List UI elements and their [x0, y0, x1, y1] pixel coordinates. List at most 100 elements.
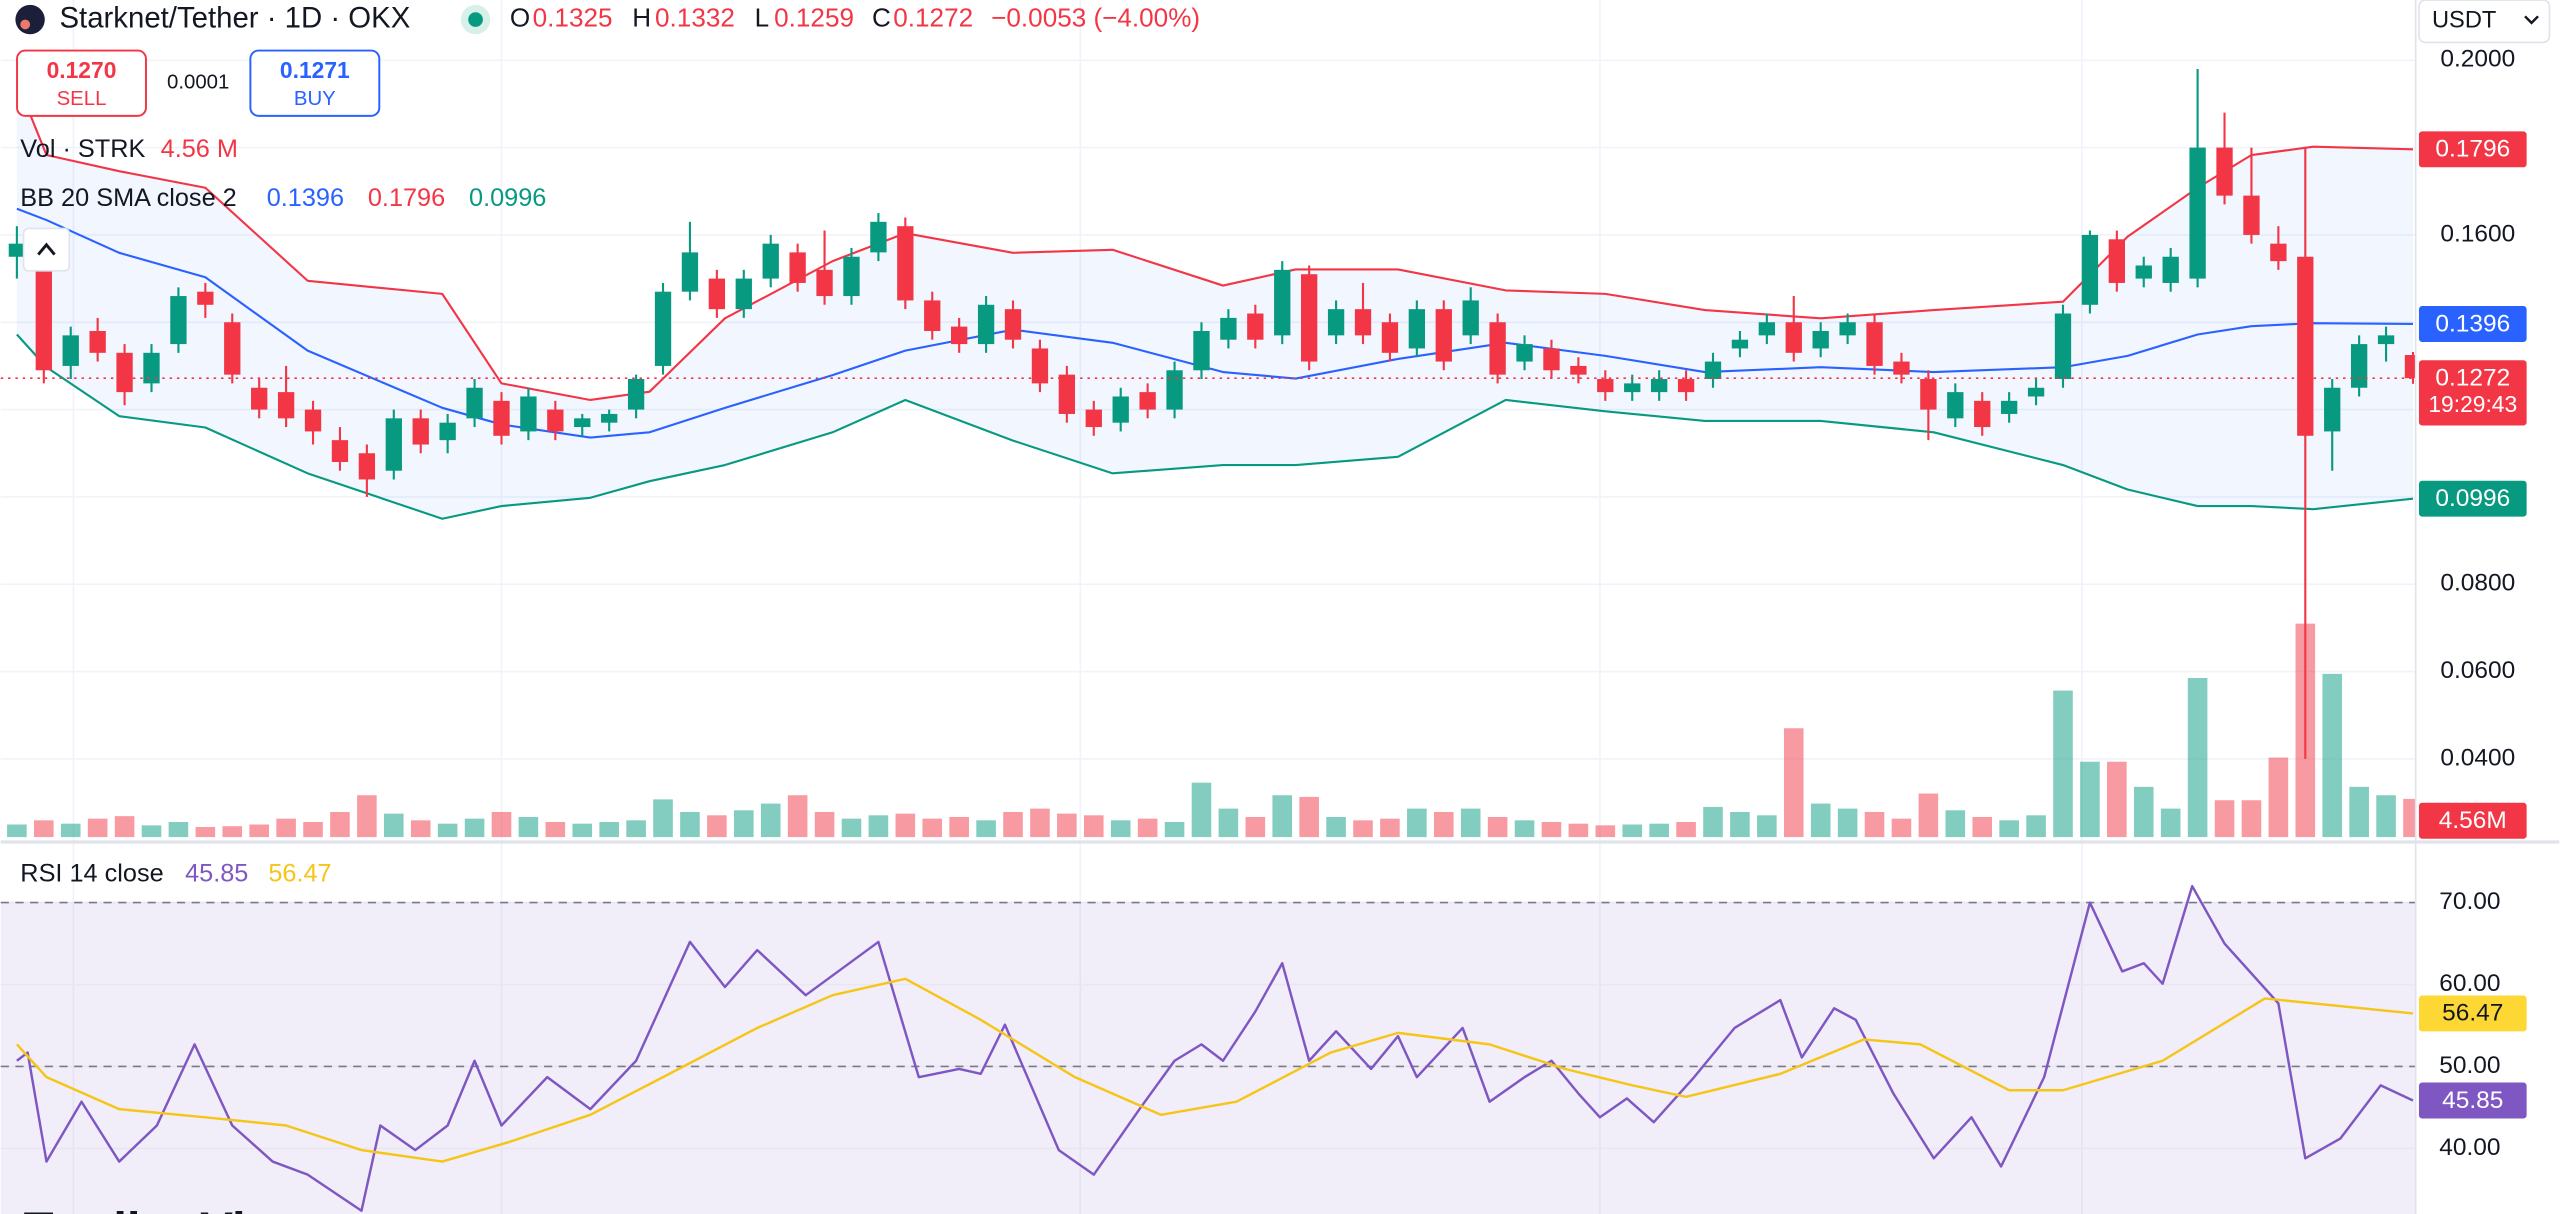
volume-bar [464, 818, 485, 838]
candle-body [520, 396, 537, 432]
header-layer: Starknet/Tether · 1D · OKX O 0.1325 H 0.… [15, 0, 2551, 1214]
volume-bar [1730, 811, 1750, 838]
last-price-badge: 0.1272 [2435, 364, 2510, 391]
candle-body [2027, 387, 2045, 397]
volume-bar [814, 811, 835, 838]
candle-body [627, 379, 645, 410]
candle-body [1677, 379, 1695, 393]
bb-lower-badge: 0.0996 [2435, 485, 2510, 512]
candle-body [816, 269, 833, 297]
candle-body [1462, 300, 1479, 336]
market-status-dot [468, 12, 483, 27]
rsi-ma-legend-value: 56.47 [268, 859, 331, 887]
ohlc-letter: C [872, 2, 891, 32]
spread: 0.0001 [167, 72, 229, 94]
bb-upper-badge: 0.1796 [2435, 136, 2510, 163]
volume-bar [1057, 813, 1077, 838]
volume-bar [2187, 678, 2208, 838]
candle-body [1327, 309, 1345, 336]
candle-body [1731, 339, 1749, 349]
volume-bar [1380, 818, 1400, 838]
volume-bar [276, 818, 296, 838]
candle-body [601, 413, 618, 423]
currency-chevron[interactable] [2524, 15, 2539, 25]
volume-bar [1299, 796, 1319, 838]
currency-select-frame[interactable] [2418, 0, 2551, 44]
candle-body [1597, 379, 1614, 393]
candle-body [1893, 361, 1910, 375]
candle-body [2054, 313, 2072, 380]
volume-badge: 4.56M [2439, 807, 2507, 834]
buy-label[interactable]: BUY [294, 88, 336, 110]
collapse-icon[interactable] [37, 242, 56, 256]
currency-label[interactable]: USDT [2432, 7, 2496, 33]
buy-button-frame[interactable] [249, 49, 381, 117]
volume-bar [1810, 803, 1831, 838]
candle-body [547, 409, 564, 432]
volume-bar [1541, 822, 1562, 838]
bb-fill [16, 81, 2413, 519]
rsi-tick-label: 70.00 [2439, 888, 2500, 915]
candle-body [116, 352, 133, 393]
candle-body [1301, 274, 1318, 362]
candle-body [1193, 330, 1210, 371]
candle-body [1570, 365, 1587, 375]
rsi-ma-badge-bg [2418, 995, 2527, 1032]
bb-line [16, 207, 2413, 439]
candle-body [1947, 392, 1964, 419]
volume-bar [1353, 820, 1373, 838]
candle-body [2162, 256, 2179, 283]
volume-bar [1918, 793, 1939, 838]
buy-button[interactable]: 0.1271 BUY [249, 49, 381, 117]
volume-bar [707, 815, 727, 838]
candle-body [1166, 370, 1183, 410]
ohlc-value: 0.1325 [533, 2, 613, 32]
volume-bar [60, 823, 81, 838]
candle-body [735, 278, 752, 310]
volume-bar [1945, 810, 1966, 838]
collapse-button[interactable] [22, 227, 71, 272]
candle-body [1516, 344, 1533, 362]
volume-bar [572, 823, 593, 838]
sell-button-frame[interactable] [16, 49, 147, 117]
volume-legend-value: 4.56 M [161, 135, 238, 163]
volume-bar [2133, 786, 2154, 838]
volume-bar [1137, 818, 1158, 838]
volume-bar [1245, 816, 1266, 838]
candle-body [2189, 147, 2206, 279]
candle-body [1785, 322, 1802, 353]
volume-bar [1703, 806, 1723, 838]
candle-body [1004, 309, 1022, 340]
bb-line [16, 333, 2414, 520]
symbol-logo-dot [20, 19, 31, 30]
candle-body [2324, 387, 2341, 432]
y-tick-label: 0.2000 [2440, 46, 2515, 73]
candle-body [493, 400, 510, 436]
ohlc-letter: L [755, 2, 770, 32]
candle-body [681, 252, 699, 292]
sell-button[interactable]: 0.1270 SELL [16, 49, 147, 117]
volume-bar [922, 818, 943, 838]
sell-label[interactable]: SELL [57, 88, 107, 110]
candle-body [331, 440, 349, 462]
volume-bar [1622, 824, 1643, 838]
candle-body [1247, 313, 1264, 340]
volume-bar [2241, 800, 2262, 838]
buy-price[interactable]: 0.1271 [280, 57, 350, 83]
candle-body [1139, 392, 1156, 410]
volume-bar [2053, 690, 2073, 838]
y-tick-label: 0.0400 [2440, 744, 2515, 771]
candle-body [143, 352, 160, 384]
volume-bar [734, 810, 754, 838]
volume-bar [491, 811, 512, 838]
currency-select[interactable]: USDT [2418, 0, 2551, 44]
volume-bar [195, 827, 216, 838]
volume-bar [1649, 823, 1669, 838]
candle-body [1112, 396, 1129, 423]
rsi-badge: 45.85 [2442, 1087, 2503, 1114]
sell-price[interactable]: 0.1270 [47, 57, 117, 83]
rsi-line [16, 884, 2414, 1212]
